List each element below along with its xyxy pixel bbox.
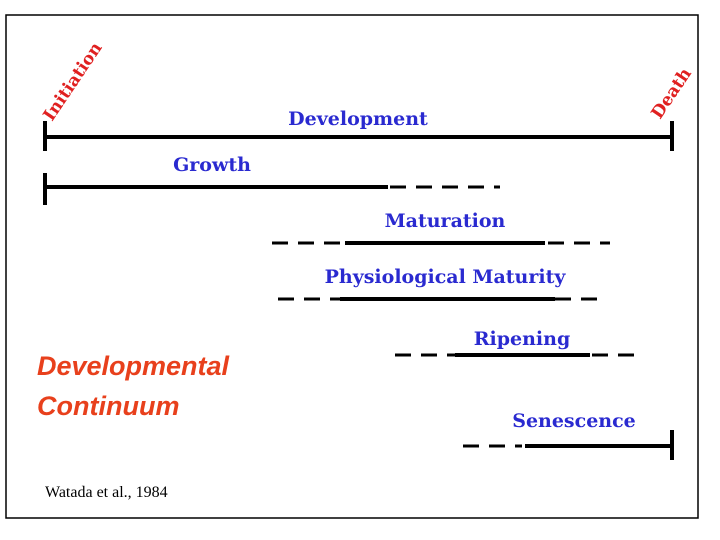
end-label: Death	[648, 65, 696, 123]
growth-bar	[43, 173, 500, 205]
stage-label: Development	[288, 108, 428, 130]
stage-label: Growth	[173, 154, 251, 176]
stage-label: Maturation	[385, 210, 506, 232]
stage-label: Ripening	[474, 328, 571, 350]
title-line: Developmental	[37, 351, 230, 381]
start-label: Initiation	[40, 39, 107, 125]
stage-label: Senescence	[512, 410, 636, 432]
stage-label: Physiological Maturity	[325, 266, 567, 288]
development-bar	[43, 121, 674, 151]
senescence-bar	[463, 430, 674, 460]
frame	[5, 14, 699, 519]
title-line: Continuum	[37, 391, 179, 421]
citation: Watada et al., 1984	[45, 484, 168, 501]
